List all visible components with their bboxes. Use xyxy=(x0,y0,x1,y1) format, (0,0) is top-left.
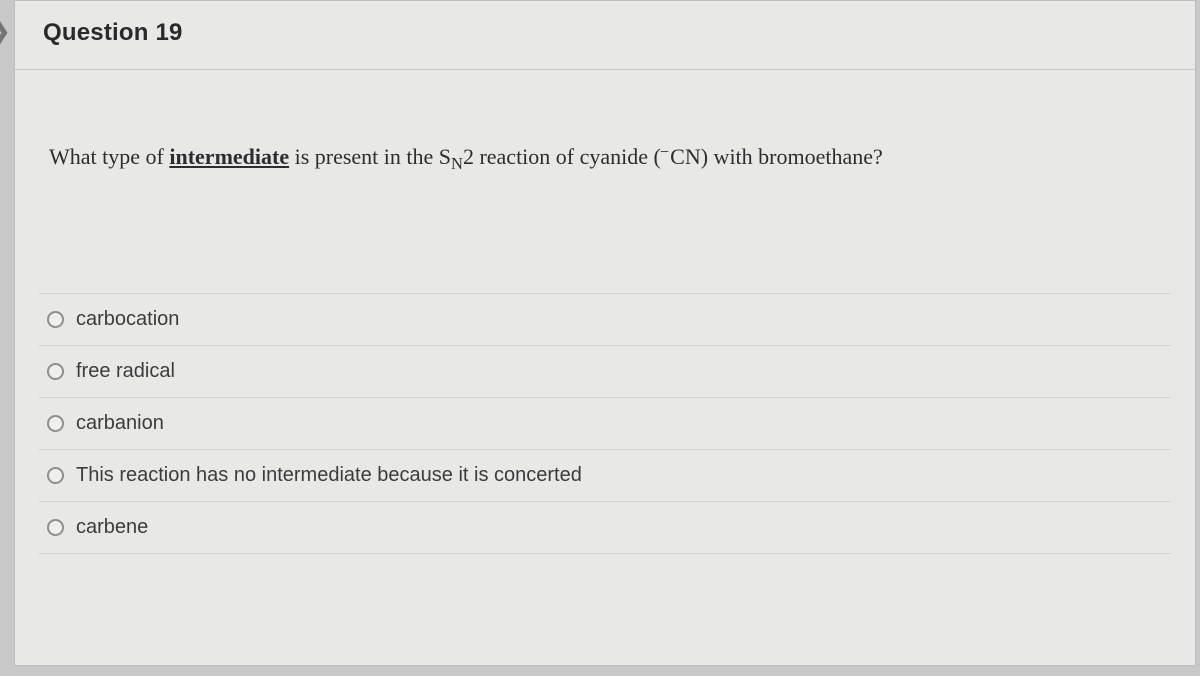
option-label: free radical xyxy=(76,360,175,383)
question-body: What type of intermediate is present in … xyxy=(15,70,1195,554)
option-row[interactable]: free radical xyxy=(39,346,1171,398)
q-mid1: is present in the S xyxy=(289,144,451,169)
q-underlined: intermediate xyxy=(169,144,289,169)
question-text: What type of intermediate is present in … xyxy=(15,70,1195,173)
radio-icon[interactable] xyxy=(47,519,64,536)
prev-chevron-icon[interactable]: ❯ xyxy=(0,14,11,47)
option-row[interactable]: This reaction has no intermediate becaus… xyxy=(39,450,1171,502)
question-card: Question 19 What type of intermediate is… xyxy=(14,0,1196,666)
q-after-minus: CN) with bromoethane? xyxy=(670,144,883,169)
q-superminus: − xyxy=(660,142,669,161)
option-label: This reaction has no intermediate becaus… xyxy=(76,464,582,487)
option-row[interactable]: carbene xyxy=(39,502,1171,554)
radio-icon[interactable] xyxy=(47,467,64,484)
q-after-sub: 2 reaction of cyanide ( xyxy=(463,144,661,169)
radio-icon[interactable] xyxy=(47,363,64,380)
question-header: Question 19 xyxy=(15,1,1195,70)
option-label: carbanion xyxy=(76,412,164,435)
option-row[interactable]: carbanion xyxy=(39,398,1171,450)
option-label: carbene xyxy=(76,516,148,539)
q-sub: N xyxy=(451,154,463,173)
options-list: carbocation free radical carbanion This … xyxy=(15,293,1195,554)
option-label: carbocation xyxy=(76,308,179,331)
q-prefix: What type of xyxy=(49,144,169,169)
radio-icon[interactable] xyxy=(47,311,64,328)
radio-icon[interactable] xyxy=(47,415,64,432)
question-number: Question 19 xyxy=(43,19,1167,47)
option-row[interactable]: carbocation xyxy=(39,293,1171,346)
